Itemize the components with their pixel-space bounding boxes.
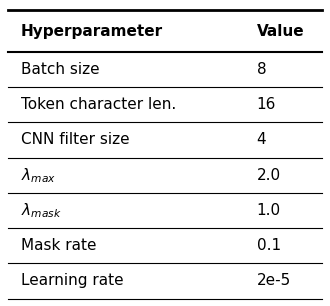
Text: $\lambda_{mask}$: $\lambda_{mask}$	[21, 201, 62, 220]
Text: 1.0: 1.0	[257, 203, 281, 218]
Text: 2.0: 2.0	[257, 168, 281, 183]
Text: Learning rate: Learning rate	[21, 274, 124, 289]
Text: Hyperparameter: Hyperparameter	[21, 24, 163, 39]
Text: 4: 4	[257, 132, 266, 147]
Text: $\lambda_{max}$: $\lambda_{max}$	[21, 166, 56, 185]
Text: 8: 8	[257, 62, 266, 77]
Text: Batch size: Batch size	[21, 62, 100, 77]
Text: Mask rate: Mask rate	[21, 238, 96, 253]
Text: Value: Value	[257, 24, 304, 39]
Text: 2e-5: 2e-5	[257, 274, 291, 289]
Text: Token character len.: Token character len.	[21, 97, 176, 112]
Text: CNN filter size: CNN filter size	[21, 132, 130, 147]
Text: 16: 16	[257, 97, 276, 112]
Text: 0.1: 0.1	[257, 238, 281, 253]
